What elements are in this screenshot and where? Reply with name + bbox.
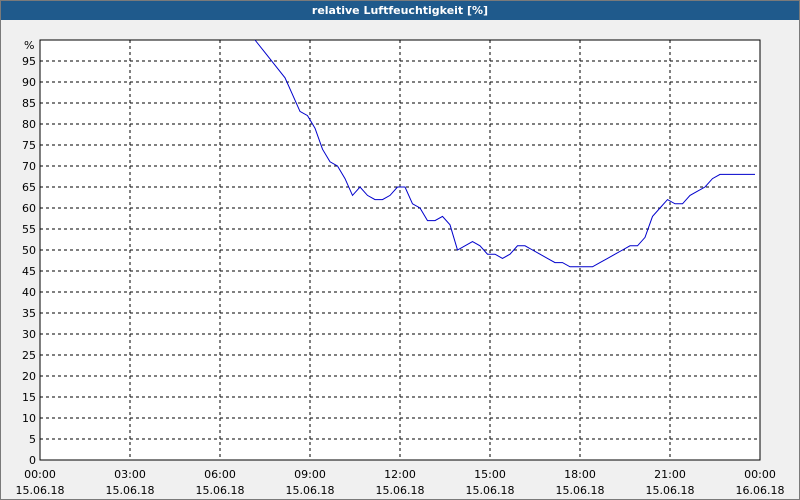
y-tick-label: 85	[22, 97, 36, 110]
y-tick-label: 90	[22, 76, 36, 89]
y-tick-label: 60	[22, 202, 36, 215]
y-tick-label: 5	[29, 433, 36, 446]
y-tick-label: 0	[29, 454, 36, 467]
x-tick-time: 06:00	[204, 468, 236, 481]
y-tick-label: 25	[22, 349, 36, 362]
x-tick-date: 15.06.18	[196, 484, 245, 497]
x-tick-date: 15.06.18	[286, 484, 335, 497]
y-tick-label: 10	[22, 412, 36, 425]
x-tick-time: 12:00	[384, 468, 416, 481]
x-tick-labels: 00:00 15.06.18 03:00 15.06.18 06:00 15.06.18 0…	[16, 468, 785, 497]
x-tick-date: 15.06.18	[16, 484, 65, 497]
y-tick-label: 50	[22, 244, 36, 257]
y-tick-label: 75	[22, 139, 36, 152]
y-tick-label: 80	[22, 118, 36, 131]
y-tick-label: 35	[22, 307, 36, 320]
chart-title: relative Luftfeuchtigkeit [%]	[1, 1, 799, 20]
x-tick-time: 18:00	[564, 468, 596, 481]
y-tick-label: 20	[22, 370, 36, 383]
x-tick-time: 00:00	[744, 468, 776, 481]
x-tick-time: 21:00	[654, 468, 686, 481]
y-tick-label: 55	[22, 223, 36, 236]
x-tick-date: 15.06.18	[556, 484, 605, 497]
y-tick-label: 70	[22, 160, 36, 173]
x-tick-date: 15.06.18	[106, 484, 155, 497]
humidity-series-line	[254, 39, 755, 268]
y-tick-label: 65	[22, 181, 36, 194]
y-tick-label: 95	[22, 55, 36, 68]
x-tick-time: 03:00	[114, 468, 146, 481]
grid-lines	[40, 40, 760, 460]
x-tick-time: 00:00	[24, 468, 56, 481]
x-tick-date: 16.06.18	[736, 484, 785, 497]
y-axis-label: %	[24, 39, 34, 52]
y-tick-label: 45	[22, 265, 36, 278]
y-tick-labels: 0 5 10 15 20 25 30 35 40 45 50 55 60 65 70 75 80 85 90 95	[22, 55, 36, 467]
y-tick-label: 30	[22, 328, 36, 341]
x-tick-time: 09:00	[294, 468, 326, 481]
x-tick-time: 15:00	[474, 468, 506, 481]
y-tick-label: 15	[22, 391, 36, 404]
x-tick-date: 15.06.18	[376, 484, 425, 497]
y-tick-label: 40	[22, 286, 36, 299]
x-tick-date: 15.06.18	[646, 484, 695, 497]
x-tick-date: 15.06.18	[466, 484, 515, 497]
